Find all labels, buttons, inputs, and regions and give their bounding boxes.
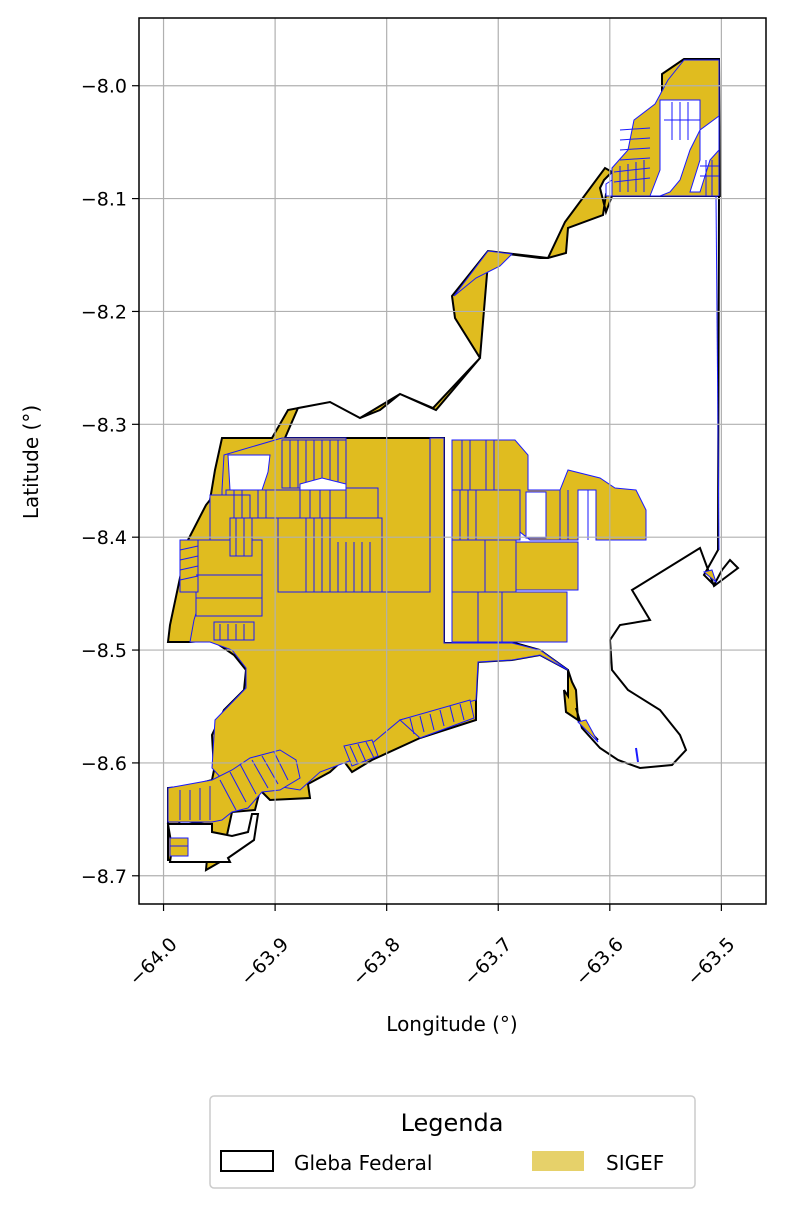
gridlines — [139, 18, 766, 904]
sigef-south-line — [635, 747, 639, 763]
y-tick-label-2: −8.2 — [81, 301, 127, 323]
x-tick-label-4: −63.6 — [571, 933, 628, 990]
sigef-ne-stripes — [613, 102, 719, 197]
sigef-east-line — [715, 195, 720, 551]
x-tick-label-3: −63.7 — [460, 933, 517, 990]
x-axis-ticks: −64.0 −63.9 −63.8 −63.7 −63.6 −63.5 — [125, 904, 740, 990]
y-tick-label-4: −8.4 — [81, 527, 127, 549]
legend-label-gleba: Gleba Federal — [294, 1151, 432, 1175]
gleba-east-branch — [575, 195, 740, 770]
y-tick-label-1: −8.1 — [81, 189, 127, 211]
legend: Legenda Gleba Federal SIGEF — [209, 1095, 696, 1189]
sigef-sw-stripes — [170, 751, 289, 847]
y-tick-label-0: −8.0 — [81, 76, 127, 98]
x-tick-label-2: −63.8 — [348, 933, 405, 990]
x-axis-label: Longitude (°) — [386, 1012, 517, 1036]
y-tick-label-5: −8.5 — [81, 640, 127, 662]
y-tick-label-6: −8.6 — [81, 753, 127, 775]
y-tick-label-7: −8.7 — [81, 866, 127, 888]
legend-swatch-sigef — [532, 1151, 584, 1171]
legend-swatch-gleba — [220, 1150, 274, 1172]
gleba-sw-lobe — [166, 813, 260, 863]
sigef-sw-parcels — [167, 749, 301, 857]
sigef-south-edge-parcels — [343, 699, 475, 767]
sigef-corridor-strip — [453, 250, 514, 297]
sigef-right-parcels — [451, 439, 647, 643]
y-tick-label-3: −8.3 — [81, 414, 127, 436]
x-tick-label-1: −63.9 — [237, 933, 294, 990]
x-tick-label-5: −63.5 — [683, 933, 740, 990]
sigef-east-sliver — [702, 569, 718, 584]
sigef-south-sliver — [577, 719, 599, 743]
sigef-south-edge-stripes — [349, 703, 465, 765]
legend-label-sigef: SIGEF — [606, 1151, 664, 1175]
y-axis-label: Latitude (°) — [19, 405, 43, 519]
non-sigef-gaps — [227, 454, 547, 539]
x-tick-label-0: −64.0 — [125, 933, 182, 990]
axes-frame — [138, 17, 767, 905]
y-axis-ticks: −8.0 −8.1 −8.2 −8.3 −8.4 −8.5 −8.6 −8.7 — [81, 76, 139, 888]
legend-title: Legenda — [401, 1109, 504, 1137]
